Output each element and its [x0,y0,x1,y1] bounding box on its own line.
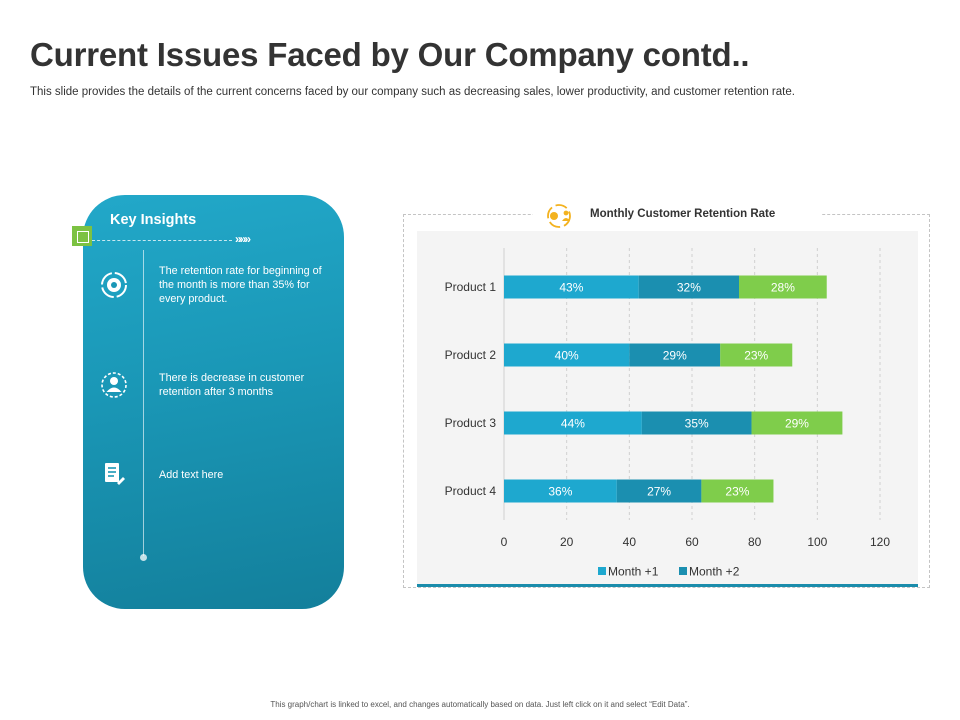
footer-note: This graph/chart is linked to excel, and… [270,700,690,709]
user-cycle-icon [101,372,127,398]
x-tick-label: 0 [501,535,508,549]
bar-data-label: 32% [677,281,701,295]
bar-data-label: 27% [647,485,671,499]
bar-segment [504,343,630,367]
x-tick-label: 40 [623,535,637,549]
bar-data-label: 36% [548,485,572,499]
bar-segment [720,343,793,367]
y-category-label: Product 2 [445,348,497,362]
bar-data-label: 44% [561,417,585,431]
bar-segment [629,343,721,367]
key-insights-panel [83,195,344,609]
bar-data-label: 23% [725,485,749,499]
y-category-label: Product 3 [445,416,497,430]
bar-segment [701,479,774,503]
insight-item-3-text: Add text here [159,469,224,481]
x-tick-label: 80 [748,535,762,549]
bar-segment [504,411,642,435]
bar-data-label: 28% [771,281,795,295]
x-tick-label: 100 [807,535,827,549]
chart-header [533,204,821,228]
insights-marker-square-outline [77,231,89,243]
bar-data-label: 40% [555,349,579,363]
legend-label: Month +1 [608,565,659,579]
bar-data-label: 29% [785,417,809,431]
bar-segment [739,275,827,299]
bar-data-label: 35% [685,417,709,431]
bar-segment [504,275,639,299]
insights-title: Key Insights [110,212,197,228]
chevrons-right-icon: »»» [235,232,251,246]
x-tick-label: 60 [685,535,699,549]
document-edit-icon [105,463,125,485]
insights-timeline-end-dot [140,554,147,561]
bar-data-label: 43% [559,281,583,295]
insight-item-2-text: There is decrease in customer retention … [159,372,305,398]
bar-segment [641,411,752,435]
bar-segment [638,275,739,299]
x-tick-label: 120 [870,535,890,549]
insights-timeline-line [143,250,144,556]
legend-swatch [679,567,687,575]
gear-refresh-icon [101,272,127,298]
y-category-label: Product 1 [445,280,497,294]
bar-data-label: 23% [744,349,768,363]
bar-segment [751,411,843,435]
bar-segment [504,479,617,503]
insight-item-1-text: The retention rate for beginning of the … [159,265,322,305]
chart-bottom-accent [417,584,918,587]
page-title: Current Issues Faced by Our Company cont… [30,36,750,73]
legend-swatch [598,567,606,575]
page-subtitle: This slide provides the details of the c… [30,86,795,98]
x-tick-label: 20 [560,535,574,549]
chart-title: Monthly Customer Retention Rate [590,208,776,220]
y-category-label: Product 4 [445,484,497,498]
legend-label: Month +2 [689,565,740,579]
insights-title-divider [92,240,232,241]
retention-cycle-icon [547,204,571,228]
bar-data-label: 29% [663,349,687,363]
bar-segment [616,479,702,503]
